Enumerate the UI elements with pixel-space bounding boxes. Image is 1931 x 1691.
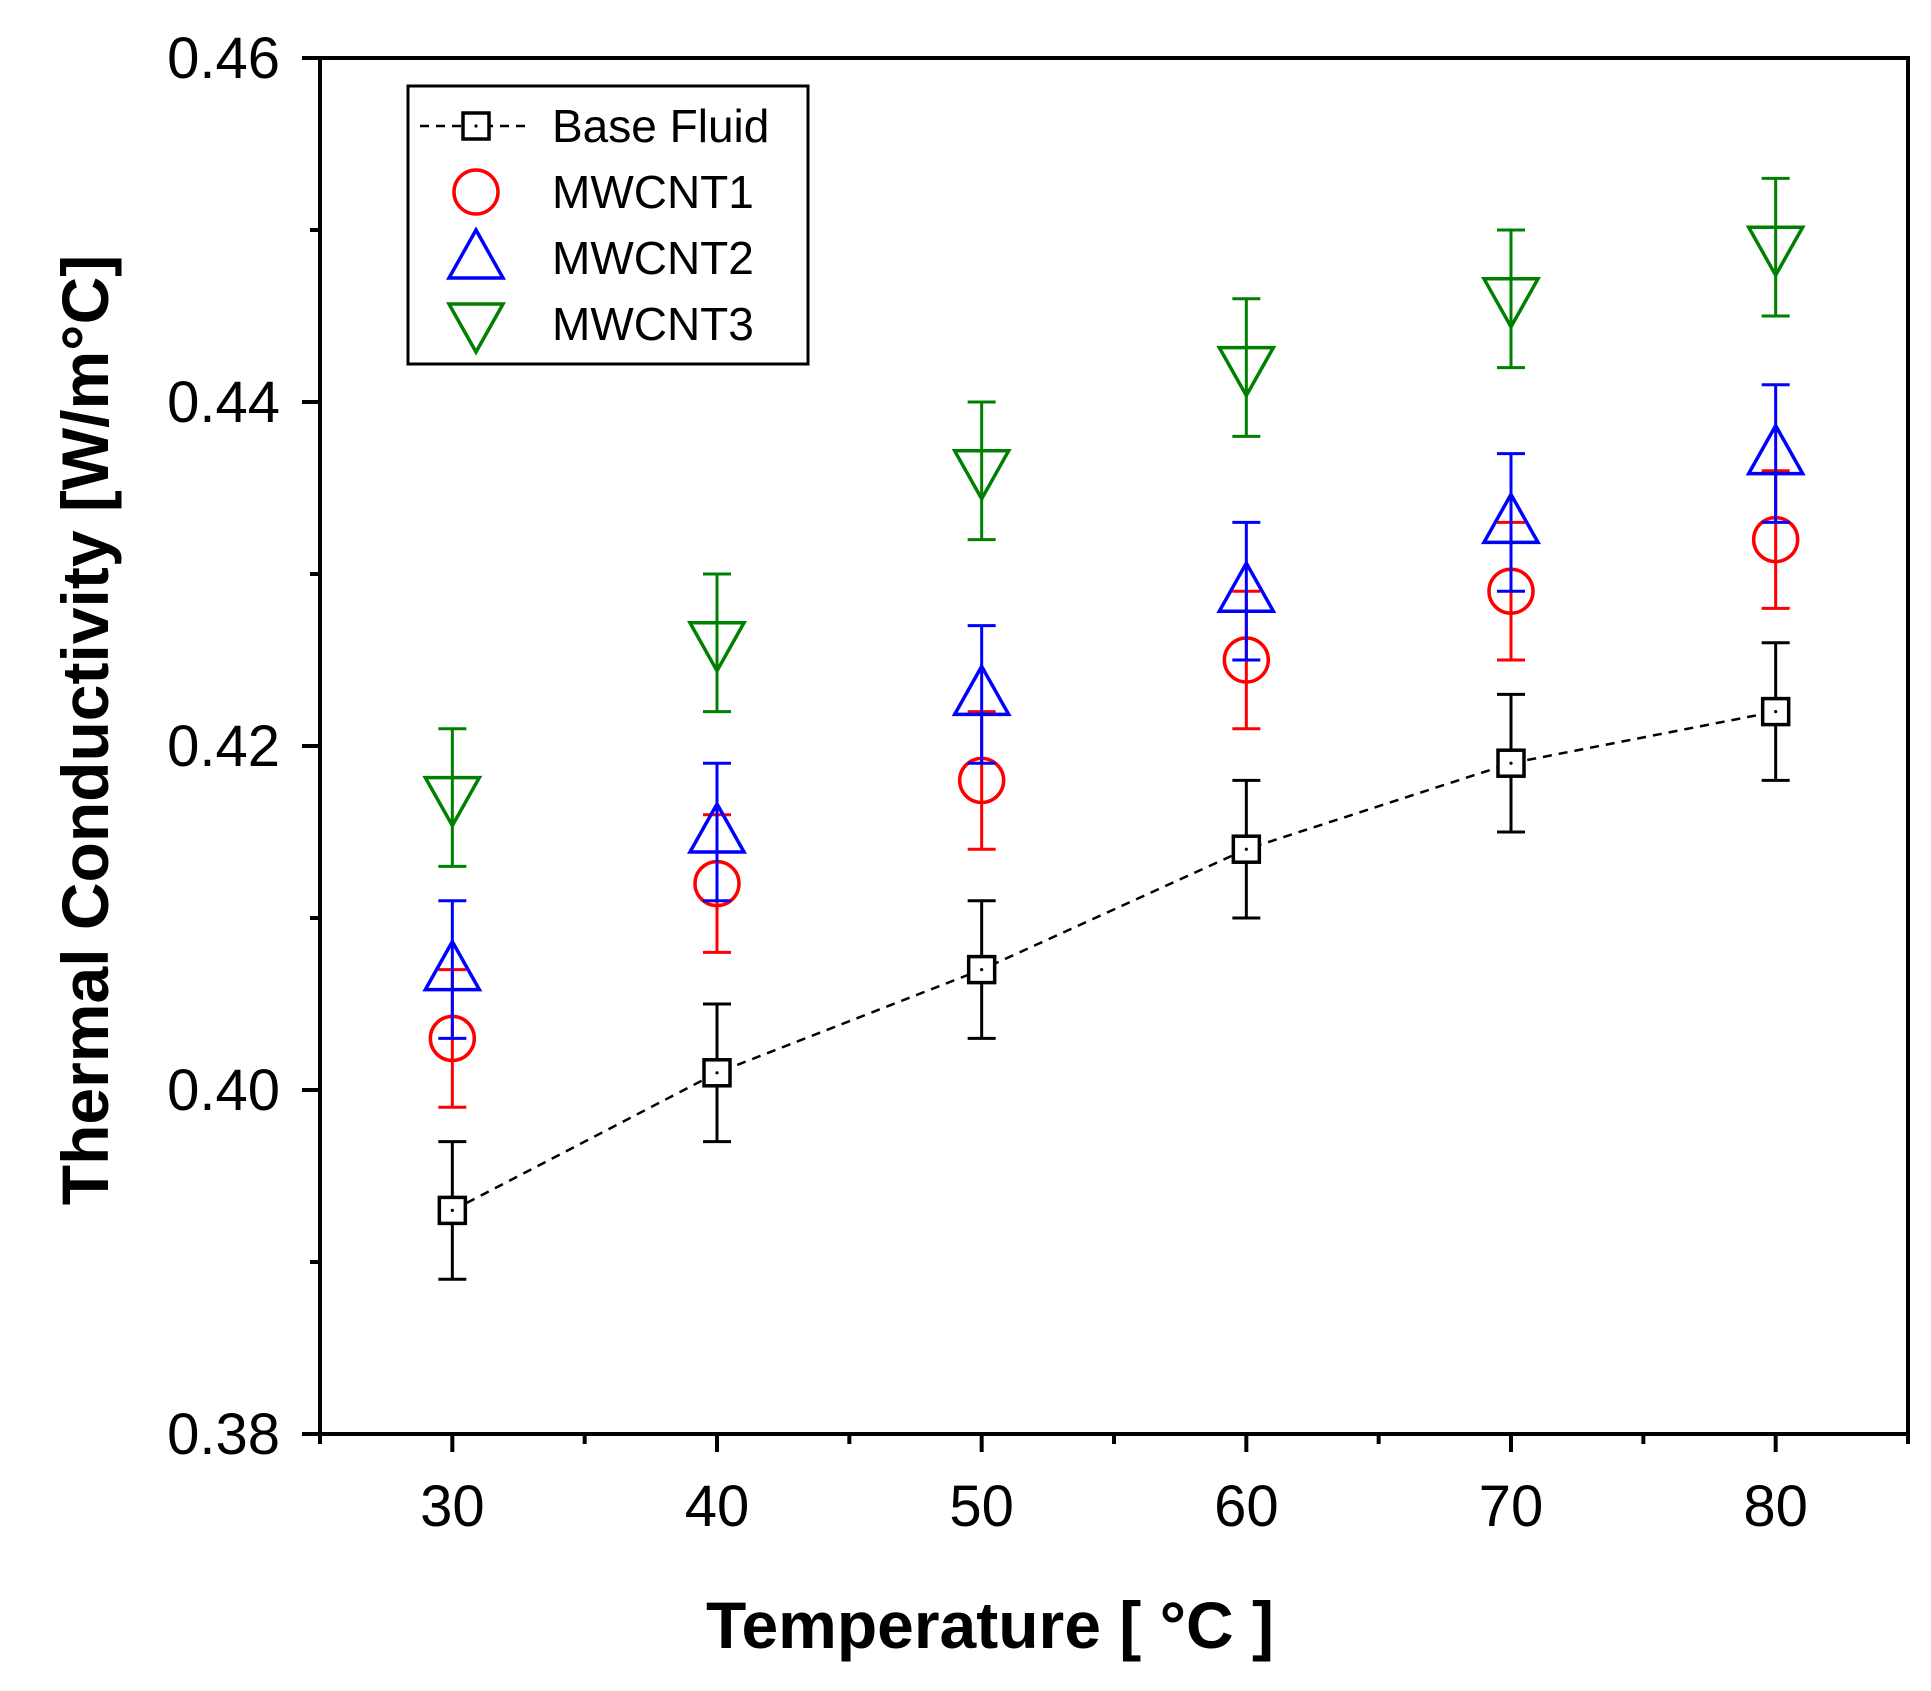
x-tick-label: 50: [949, 1474, 1014, 1539]
data-point: [951, 449, 1012, 503]
legend-label: MWCNT2: [552, 232, 754, 284]
data-point: [687, 800, 747, 854]
data-point: [1481, 277, 1541, 331]
legend-marker: [452, 168, 500, 216]
data-point: [966, 954, 997, 985]
data-point: [1216, 345, 1277, 400]
data-point-center: [1509, 761, 1513, 765]
x-tick-label: 60: [1214, 1474, 1279, 1539]
y-tick-label: 0.38: [167, 1402, 280, 1467]
series-mwcnt3: [422, 176, 1806, 868]
legend-label: Base Fluid: [552, 100, 769, 152]
x-tick-label: 70: [1479, 1474, 1544, 1539]
legend-marker: [446, 226, 506, 280]
series-mwcnt2: [422, 383, 1806, 1040]
legend-label: MWCNT1: [552, 166, 754, 218]
x-tick-label: 30: [420, 1474, 485, 1539]
legend-entry: MWCNT2: [446, 226, 754, 284]
series-mwcnt1: [428, 469, 1800, 1109]
legend-marker: [446, 302, 506, 356]
series-line: [451, 710, 1776, 1212]
legend-entry: Base Fluid: [420, 100, 769, 152]
x-axis-title: Temperature [ °C ]: [706, 1588, 1274, 1662]
data-point: [422, 938, 483, 992]
y-axis-title: Thermal Conductivity [W/m°C]: [48, 255, 122, 1205]
series-layer: [422, 176, 1806, 1281]
legend-label: MWCNT3: [552, 298, 754, 350]
x-tick-label: 80: [1743, 1474, 1808, 1539]
data-point-center: [1244, 847, 1248, 851]
legend-entry: MWCNT1: [452, 166, 754, 218]
data-point: [951, 662, 1012, 717]
series-base-fluid: [437, 641, 1791, 1281]
plot-frame: [318, 56, 1910, 1436]
y-tick-label: 0.40: [167, 1058, 280, 1123]
legend: Base Fluid MWCNT1 MWCNT2 MWCNT3: [406, 84, 810, 366]
data-point: [1760, 696, 1791, 727]
data-point: [1216, 559, 1277, 613]
y-tick-label: 0.44: [167, 370, 280, 435]
data-point-center: [450, 1208, 454, 1212]
legend-entry: MWCNT3: [446, 298, 754, 356]
legend-marker-center: [474, 124, 478, 128]
data-point: [422, 775, 483, 830]
ticks-layer: 30 40 50 60 70 80 0.38 0.40 0.42 0.44 0.46: [167, 26, 1910, 1539]
data-point: [687, 621, 747, 675]
data-point: [1481, 490, 1541, 545]
data-point: [1745, 225, 1806, 279]
data-point-center: [1774, 710, 1778, 714]
data-point-center: [715, 1071, 719, 1075]
data-point-center: [980, 968, 984, 972]
x-tick-label: 40: [685, 1474, 750, 1539]
y-tick-label: 0.46: [167, 26, 280, 91]
y-tick-label: 0.42: [167, 714, 280, 779]
data-point: [1745, 422, 1806, 476]
